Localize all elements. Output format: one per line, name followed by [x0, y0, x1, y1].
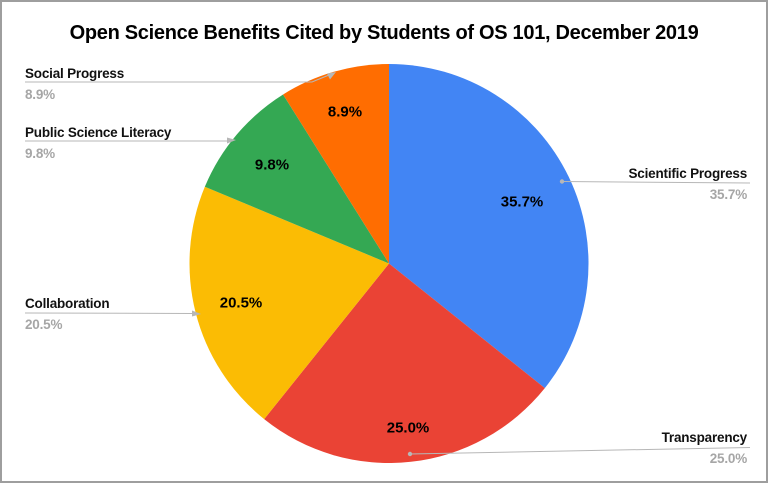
chart-title: Open Science Benefits Cited by Students …: [69, 22, 699, 44]
slice-percent-collaboration: 20.5%: [219, 294, 263, 312]
callout-collaboration: Collaboration 20.5%: [25, 294, 110, 334]
callout-social-progress: Social Progress 8.9%: [25, 64, 124, 104]
leader-transparency: [409, 447, 751, 455]
pie-slices: [189, 64, 589, 464]
pie-slice-scientific-progress: [389, 64, 589, 389]
leader-collaboration: [24, 312, 194, 314]
callout-value-public-science-literacy: 9.8%: [25, 146, 55, 161]
pie-slice-collaboration: [189, 186, 389, 420]
leader-arrow-collaboration: [192, 310, 201, 317]
leader-lines: [24, 72, 751, 457]
callout-label-public-science-literacy: Public Science Literacy: [25, 125, 172, 140]
callout-label-scientific-progress: Scientific Progress: [628, 166, 748, 181]
callout-scientific-progress: Scientific Progress 35.7%: [629, 164, 748, 204]
callout-label-social-progress: Social Progress: [25, 66, 125, 81]
leader-scientific-progress: [561, 181, 751, 184]
callout-label-transparency: Transparency: [661, 430, 748, 445]
callout-value-scientific-progress: 35.7%: [709, 187, 747, 202]
slice-percent-scientific-progress: 35.7%: [500, 193, 544, 211]
slice-percent-public-science-literacy: 9.8%: [254, 156, 290, 174]
leader-social-progress: [25, 74, 330, 83]
callout-value-collaboration: 20.5%: [25, 317, 63, 332]
callout-value-transparency: 25.0%: [709, 451, 747, 466]
callout-public-science-literacy: Public Science Literacy 9.8%: [25, 123, 171, 163]
pie-slice-transparency: [264, 263, 545, 464]
callout-transparency: Transparency 25.0%: [661, 428, 748, 468]
leader-arrow-social-progress: [327, 72, 336, 80]
slice-percent-social-progress: 8.9%: [327, 103, 363, 121]
callout-value-social-progress: 8.9%: [25, 87, 55, 102]
slice-percent-transparency: 25.0%: [386, 419, 430, 437]
leader-arrow-public-science-literacy: [227, 137, 236, 144]
callout-label-collaboration: Collaboration: [25, 296, 110, 311]
pie-slice-public-science-literacy: [204, 94, 389, 264]
pie-slice-social-progress: [283, 64, 389, 264]
